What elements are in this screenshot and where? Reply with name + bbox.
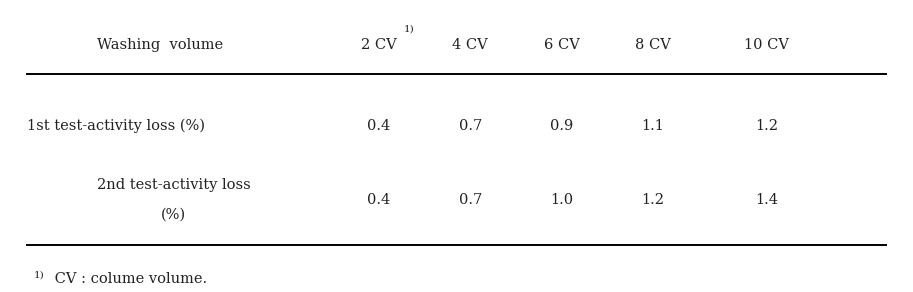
Text: 4 CV: 4 CV [452,38,488,52]
Text: 1.2: 1.2 [755,119,779,133]
Text: 1.4: 1.4 [755,193,779,207]
Text: CV : colume volume.: CV : colume volume. [50,272,207,286]
Text: 1.1: 1.1 [641,119,665,133]
Text: 2 CV: 2 CV [361,38,397,52]
Text: 1st test-activity loss (%): 1st test-activity loss (%) [27,118,205,133]
Text: 0.9: 0.9 [550,119,573,133]
Text: 1): 1) [404,25,415,34]
Text: 0.4: 0.4 [367,193,391,207]
Text: 1.0: 1.0 [550,193,573,207]
Text: 10 CV: 10 CV [744,38,790,52]
Text: 0.7: 0.7 [458,119,482,133]
Text: Washing  volume: Washing volume [97,38,223,52]
Text: 0.7: 0.7 [458,193,482,207]
Text: 0.4: 0.4 [367,119,391,133]
Text: 1): 1) [34,270,45,279]
Text: (%): (%) [161,208,186,222]
Text: 1.2: 1.2 [641,193,665,207]
Text: 6 CV: 6 CV [543,38,580,52]
Text: 8 CV: 8 CV [635,38,671,52]
Text: 2nd test-activity loss: 2nd test-activity loss [97,178,250,192]
